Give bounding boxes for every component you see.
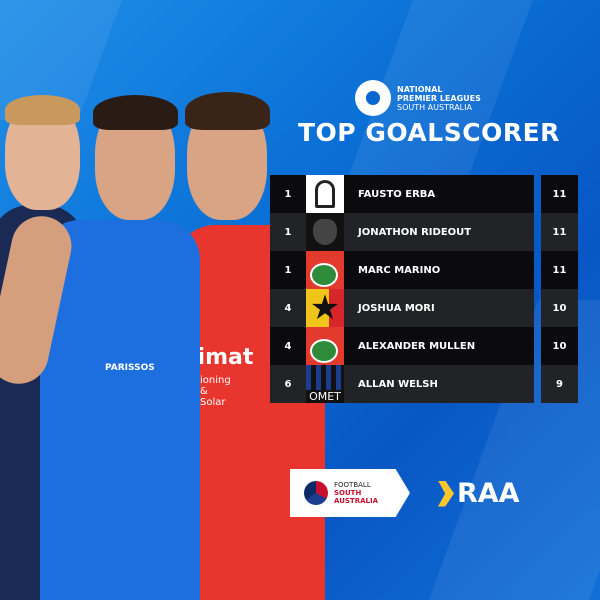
fsa-line: AUSTRALIA [334, 497, 378, 505]
table-row: 1 JONATHON RIDEOUT 11 [270, 213, 578, 251]
goals: 9 [541, 365, 578, 403]
player-name: FAUSTO ERBA [344, 175, 534, 213]
goals: 10 [541, 327, 578, 365]
football-logo-icon [355, 80, 391, 116]
crest-text: OMET [306, 390, 344, 403]
spartan-helmet-crest-icon [306, 175, 344, 213]
table-row: 4 ALEXANDER MULLEN 10 [270, 327, 578, 365]
fsa-ball-icon [304, 481, 328, 505]
red-jersey-sponsor: limat [190, 345, 254, 370]
fsa-line: FOOTBALL [334, 481, 371, 489]
panther-crest-icon [306, 213, 344, 251]
table-row: 1 MARC MARINO 11 [270, 251, 578, 289]
fsa-line: SOUTH [334, 489, 362, 497]
raa-logo: RAA [438, 478, 520, 509]
rank: 6 [270, 365, 306, 403]
goals: 11 [541, 213, 578, 251]
npl-sa-logo: NATIONAL PREMIER LEAGUES SOUTH AUSTRALIA [355, 80, 481, 116]
rank: 4 [270, 289, 306, 327]
player-name: MARC MARINO [344, 251, 534, 289]
rank: 4 [270, 327, 306, 365]
goals: 10 [541, 289, 578, 327]
player-name: ALEXANDER MULLEN [344, 327, 534, 365]
rank: 1 [270, 175, 306, 213]
blue-jersey-sponsor: PARISSOS [105, 363, 155, 373]
player-name: JONATHON RIDEOUT [344, 213, 534, 251]
red-jersey-sponsor-sub: ioning & Solar [200, 375, 231, 408]
goals: 11 [541, 175, 578, 213]
adelaide-comets-crest-icon: OMET [306, 365, 344, 403]
player-name: ALLAN WELSH [344, 365, 534, 403]
raa-text: RAA [457, 478, 520, 509]
rank: 1 [270, 251, 306, 289]
raa-chevron-icon [438, 480, 454, 507]
campbelltown-city-crest-icon [306, 251, 344, 289]
player-name: JOSHUA MORI [344, 289, 534, 327]
campbelltown-city-crest-icon [306, 327, 344, 365]
star-crest-icon: ★ [306, 289, 344, 327]
logo-line: SOUTH AUSTRALIA [397, 102, 472, 112]
table-row: 6 OMET ALLAN WELSH 9 [270, 365, 578, 403]
logo-line: NATIONAL [397, 84, 443, 94]
rank: 1 [270, 213, 306, 251]
table-row: 1 FAUSTO ERBA 11 [270, 175, 578, 213]
table-row: 4 ★ JOSHUA MORI 10 [270, 289, 578, 327]
football-sa-logo: FOOTBALL SOUTH AUSTRALIA [290, 469, 410, 517]
goals: 11 [541, 251, 578, 289]
logo-line: PREMIER LEAGUES [397, 93, 481, 103]
page-title: TOP GOALSCORER [298, 118, 560, 147]
